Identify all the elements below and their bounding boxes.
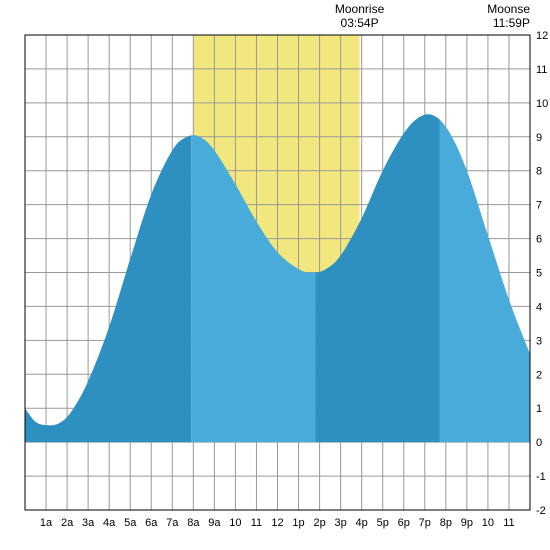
svg-text:9: 9 xyxy=(536,132,542,144)
svg-text:6p: 6p xyxy=(398,517,410,529)
svg-text:9a: 9a xyxy=(208,517,221,529)
svg-text:11: 11 xyxy=(251,517,262,529)
svg-text:1a: 1a xyxy=(40,517,53,529)
svg-text:5: 5 xyxy=(536,268,542,280)
svg-text:5p: 5p xyxy=(377,517,389,529)
svg-text:10: 10 xyxy=(536,98,548,110)
svg-text:5a: 5a xyxy=(124,517,137,529)
svg-text:11: 11 xyxy=(536,64,547,76)
svg-text:12: 12 xyxy=(536,30,548,42)
chart-canvas: -2-101234567891011121a2a3a4a5a6a7a8a9a10… xyxy=(0,0,550,550)
svg-text:7p: 7p xyxy=(419,517,431,529)
svg-text:-2: -2 xyxy=(536,505,546,517)
svg-text:-1: -1 xyxy=(536,471,546,483)
svg-text:1: 1 xyxy=(536,403,542,415)
svg-text:6: 6 xyxy=(536,234,542,246)
svg-text:8: 8 xyxy=(536,166,542,178)
svg-text:2a: 2a xyxy=(61,517,74,529)
svg-text:1p: 1p xyxy=(292,517,304,529)
svg-text:6a: 6a xyxy=(145,517,158,529)
svg-text:7: 7 xyxy=(536,200,542,212)
svg-text:0: 0 xyxy=(536,437,542,449)
moon-event-label: Moonrise 03:54P xyxy=(335,2,384,31)
svg-text:8a: 8a xyxy=(187,517,200,529)
svg-text:3: 3 xyxy=(536,335,542,347)
svg-text:4p: 4p xyxy=(356,517,368,529)
svg-text:10: 10 xyxy=(229,517,241,529)
svg-text:4a: 4a xyxy=(103,517,116,529)
svg-text:2: 2 xyxy=(536,369,542,381)
svg-text:2p: 2p xyxy=(313,517,325,529)
svg-text:11: 11 xyxy=(503,517,514,529)
svg-text:4: 4 xyxy=(536,301,542,313)
svg-text:9p: 9p xyxy=(461,517,473,529)
svg-text:3a: 3a xyxy=(82,517,95,529)
svg-text:8p: 8p xyxy=(440,517,452,529)
svg-text:10: 10 xyxy=(482,517,494,529)
svg-text:12: 12 xyxy=(271,517,283,529)
tide-chart: -2-101234567891011121a2a3a4a5a6a7a8a9a10… xyxy=(0,0,550,550)
svg-text:3p: 3p xyxy=(335,517,347,529)
moon-event-label: Moonse 11:59P xyxy=(487,2,530,31)
svg-text:7a: 7a xyxy=(166,517,179,529)
